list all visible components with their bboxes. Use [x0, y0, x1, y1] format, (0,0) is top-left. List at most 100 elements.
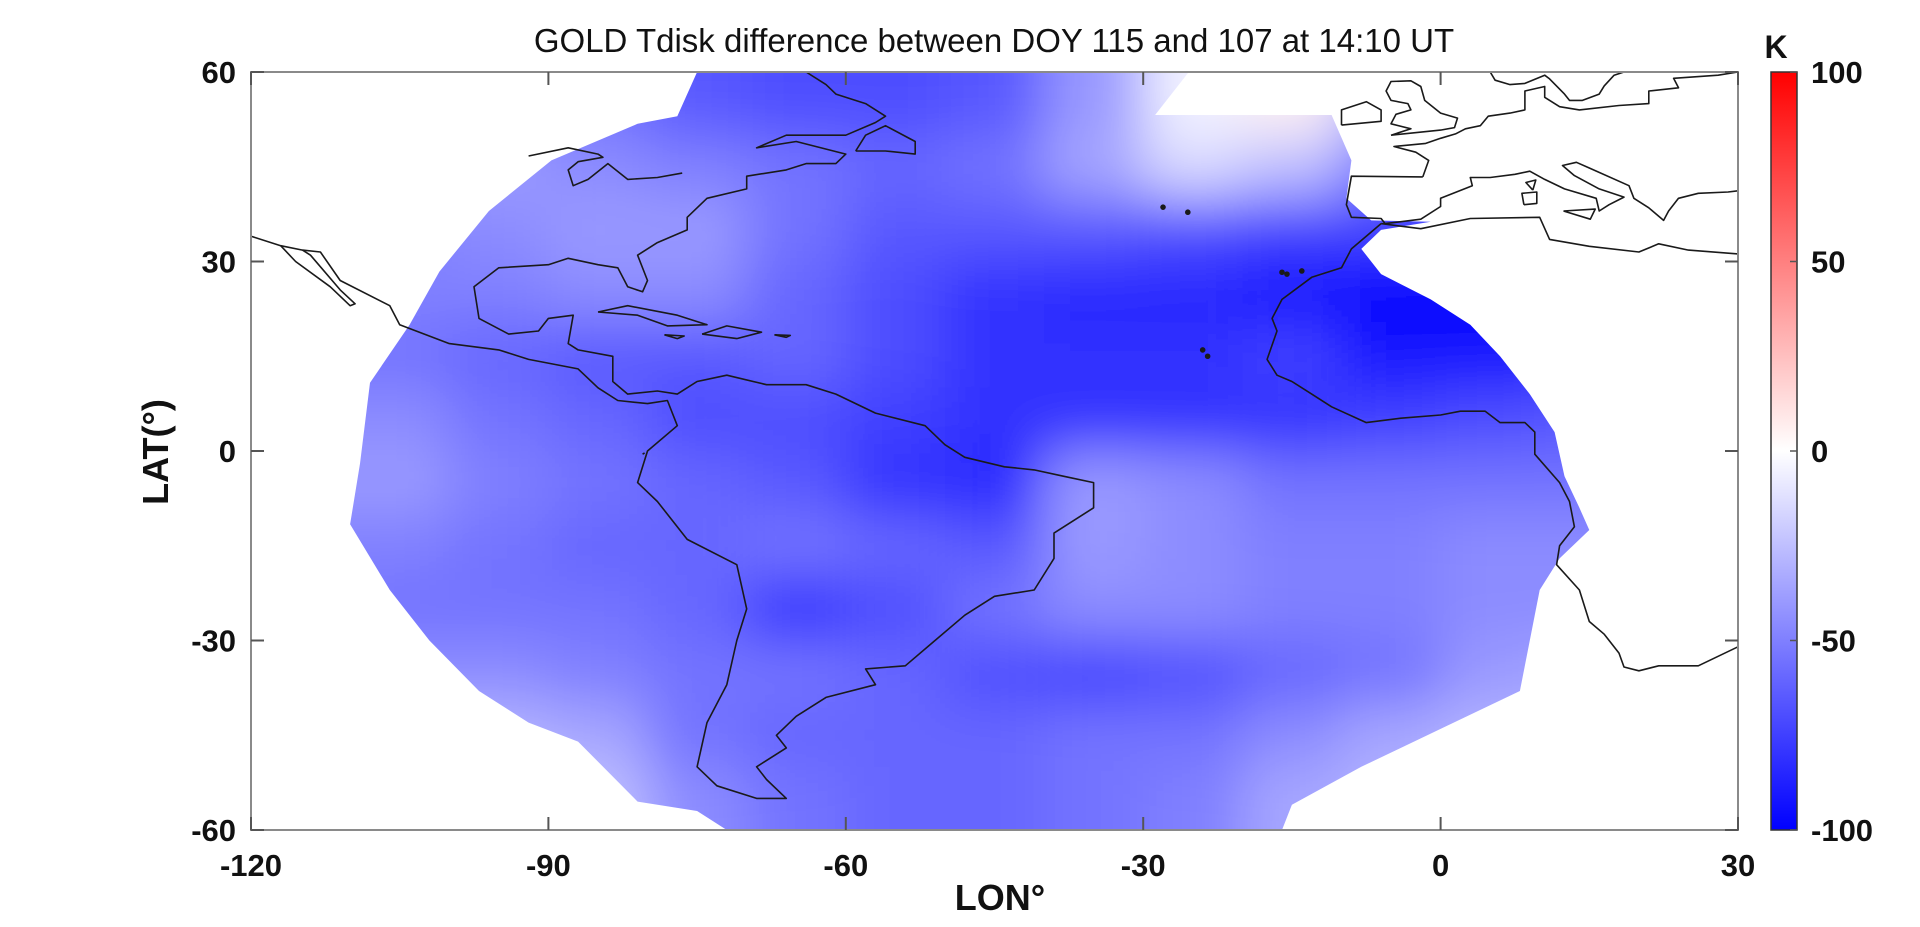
heatmap-cell	[1440, 261, 1541, 326]
colorbar-tick-label: 100	[1811, 55, 1863, 90]
axis-ticks	[250, 71, 1739, 831]
heatmap-cell	[746, 451, 847, 516]
heatmap-cell	[449, 640, 550, 705]
y-tick-label: -30	[191, 624, 236, 659]
heatmap-cell	[1044, 198, 1145, 263]
coastline	[1563, 208, 1596, 220]
heatmap-cell	[1242, 198, 1343, 263]
heatmap-cell	[1044, 72, 1145, 143]
colorbar-tick-label: -50	[1811, 624, 1856, 659]
heatmap-cell	[944, 261, 1046, 326]
x-tick-label: -60	[823, 848, 868, 883]
heatmap-cell	[944, 577, 1046, 642]
heatmap-cell	[647, 387, 748, 452]
coastline	[1521, 191, 1538, 206]
heatmap-cell	[1440, 766, 1541, 830]
heatmap-cell	[944, 387, 1046, 452]
heatmap-cell	[548, 387, 649, 452]
heatmap-cell	[1440, 324, 1541, 389]
y-tick-label: 0	[219, 434, 236, 469]
heatmap-cell	[746, 198, 847, 263]
heatmap-cell	[1242, 514, 1343, 579]
heatmap-cell	[1143, 451, 1244, 516]
heatmap-cell	[647, 703, 748, 768]
heatmap-cell	[1044, 766, 1145, 830]
heatmap-cell	[1341, 703, 1442, 768]
heatmap-cell	[1044, 324, 1145, 389]
island	[1279, 269, 1285, 276]
heatmap-cell	[350, 766, 451, 830]
coastline	[1380, 216, 1738, 255]
heatmap-cell	[350, 703, 451, 768]
heatmap-cell	[647, 451, 748, 516]
coastline	[528, 147, 683, 187]
heatmap-cell	[845, 577, 946, 642]
heatmap-cell	[449, 198, 550, 263]
heatmap-cell	[1143, 324, 1244, 389]
heatmap-cell	[1539, 387, 1590, 452]
heatmap-cell	[1341, 640, 1442, 705]
heatmap-cell	[350, 387, 451, 452]
x-tick-label: -90	[526, 848, 571, 883]
heatmap-cell	[350, 198, 451, 263]
heatmap-cell	[1440, 577, 1541, 642]
heatmap-cell	[647, 198, 748, 263]
heatmap-cell	[746, 703, 847, 768]
heatmap-cell	[1341, 261, 1442, 326]
heatmap-cell	[1341, 324, 1442, 389]
heatmap-cell	[449, 261, 550, 326]
heatmap-cell	[944, 198, 1046, 263]
heatmap-cell	[845, 514, 946, 579]
coastline	[251, 72, 1095, 800]
heatmap-cell	[1242, 324, 1343, 389]
colorbar-tick-label: 50	[1811, 245, 1845, 280]
heatmap-cell	[746, 324, 847, 389]
heatmap-cell	[548, 640, 649, 705]
heatmap-cell	[845, 387, 946, 452]
heatmap-cell	[944, 514, 1046, 579]
x-tick-labels: -120 -90 -60 -30 0 30	[220, 848, 1755, 883]
coastline	[664, 334, 685, 340]
heatmap-cell	[746, 261, 847, 326]
heatmap-cell	[845, 198, 946, 263]
y-tick-label: 60	[202, 55, 236, 90]
heatmap-cell	[1539, 261, 1590, 326]
y-tick-label: 30	[202, 245, 236, 280]
heatmap-cell	[350, 451, 451, 516]
coastline	[642, 452, 646, 455]
heatmap-cell	[1242, 451, 1343, 516]
heatmap-cell	[1341, 766, 1442, 830]
heatmap-cell	[944, 324, 1046, 389]
heatmap-cell	[1539, 198, 1590, 263]
island	[1185, 209, 1191, 216]
coastline	[280, 245, 356, 307]
heatmap-cell	[1143, 766, 1244, 830]
heatmap-cell	[1440, 640, 1541, 705]
heatmap-cell	[845, 261, 946, 326]
coastline	[701, 325, 763, 340]
heatmap-cell	[1539, 514, 1590, 579]
heatmap-cell	[1242, 261, 1343, 326]
heatmap-cell	[1242, 640, 1343, 705]
heatmap-cell	[944, 451, 1046, 516]
coastline	[1393, 72, 1738, 178]
colorbar-tick-label: -100	[1811, 813, 1873, 848]
island	[1204, 353, 1211, 360]
heatmap-cell	[1341, 451, 1442, 516]
heatmap-cell	[647, 514, 748, 579]
heatmap-cell	[1539, 577, 1590, 642]
heatmap-cell	[1044, 514, 1145, 579]
heatmap-cell	[548, 577, 649, 642]
heatmap-cell	[1440, 703, 1541, 768]
heatmap-cell	[1143, 198, 1244, 263]
heatmap-cell	[1044, 387, 1145, 452]
chart-title: GOLD Tdisk difference between DOY 115 an…	[534, 22, 1454, 59]
heatmap-layer	[350, 72, 1590, 830]
heatmap-cell	[746, 514, 847, 579]
coastline	[774, 334, 792, 339]
heatmap-cell	[1242, 577, 1343, 642]
heatmap-cell	[548, 135, 649, 200]
heatmap-cell	[1242, 387, 1343, 452]
heatmap-cell	[944, 703, 1046, 768]
